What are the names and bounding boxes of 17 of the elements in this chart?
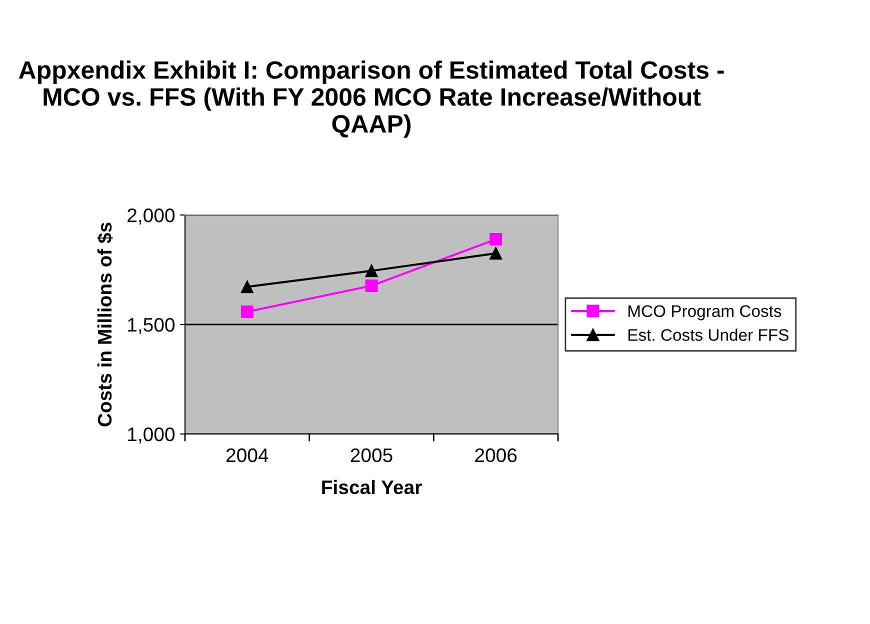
y-axis-title: Costs in Millions of $s [97,222,113,426]
point [490,247,502,260]
point [240,280,254,294]
y-tick-label: 1,500 [128,318,175,334]
y-tick-label: 2,000 [128,208,175,225]
legend-label: Est. Costs Under FFS [628,328,788,341]
point [365,264,378,278]
y-tick-label: 1,000 [128,427,175,444]
legend-label: MCO Program Costs [628,305,782,320]
point [490,233,502,246]
x-axis-title: Fiscal Year [322,480,422,494]
x-tick-label: 2005 [350,448,392,462]
point [240,306,254,318]
x-tick-label: 2006 [475,448,517,462]
x-tick-label: 2004 [226,448,268,462]
point [365,279,378,292]
chart-title: Appxendix Exhibit I: Comparison of Estimated Total Costs - MCO vs. FFS (With FY 2006 MCO Rate Increase/Without QAAP) [18,60,724,138]
